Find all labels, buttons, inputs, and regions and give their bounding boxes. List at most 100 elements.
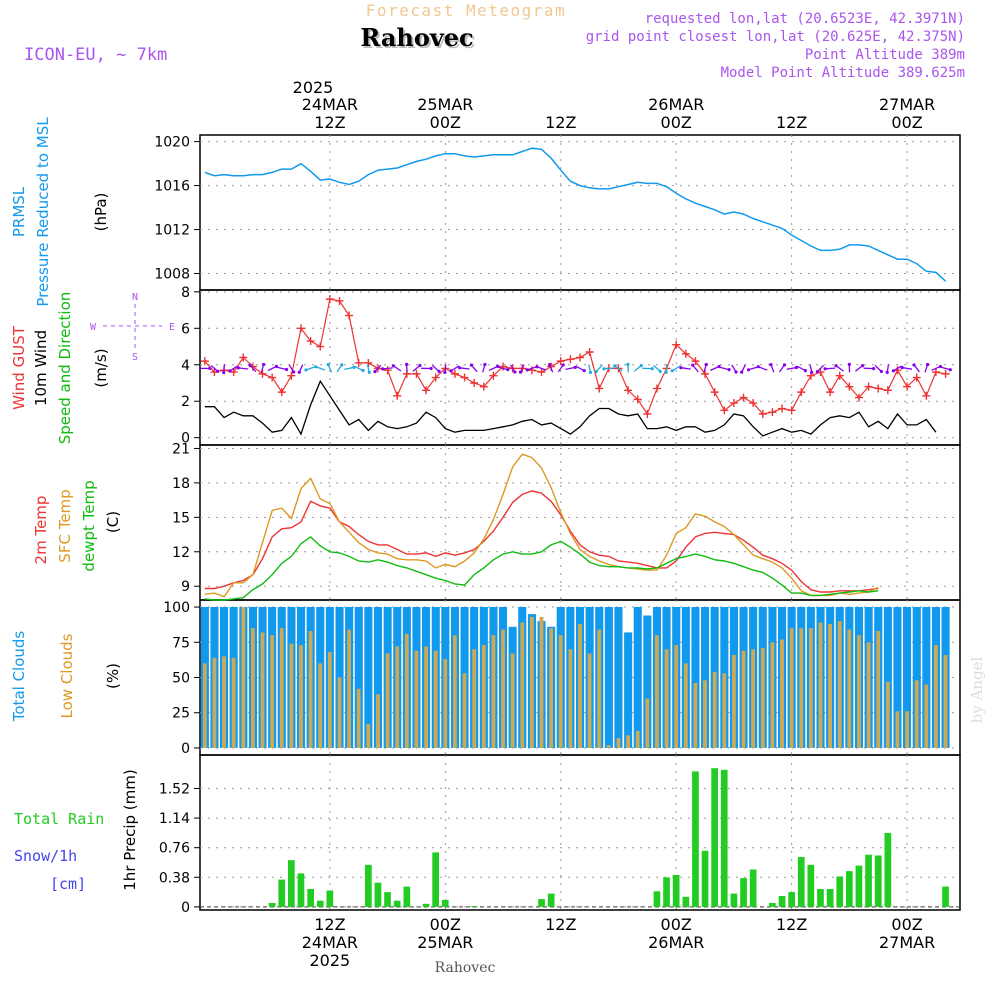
snow-unit: [cm] (50, 875, 86, 893)
total-cloud-bar (903, 607, 912, 748)
wind-direction-arrowhead (208, 366, 212, 370)
low-cloud-bar (674, 645, 679, 748)
wind-direction-arrow (680, 367, 691, 370)
top-hour-label: 00Z (661, 113, 692, 132)
wind-direction-arrow (238, 367, 249, 370)
wind-direction-arrowhead (561, 363, 565, 367)
low-cloud-bar (270, 635, 274, 748)
temperature-ytick-label: 21 (172, 441, 190, 457)
rain-bar (393, 900, 401, 907)
gust-marker (845, 382, 854, 391)
gust-marker (874, 384, 883, 393)
gust-marker (576, 353, 584, 362)
rain-bar (403, 886, 411, 907)
low-cloud-bar (645, 698, 650, 748)
tdew-line (204, 535, 879, 601)
rain-bar (432, 852, 439, 907)
grid-point-coords: grid point closest lon,lat (20.625E, 42.… (586, 29, 965, 45)
low-cloud-bar (914, 680, 919, 748)
total-cloud-bar (922, 607, 931, 748)
bottom-hour-label: 00Z (661, 915, 692, 934)
low-cloud-bar (395, 646, 400, 748)
low-cloud-bar (318, 663, 323, 748)
low-cloud-bar (789, 628, 794, 748)
wind-direction-arrowhead (469, 363, 473, 367)
total-cloud-bar (643, 615, 652, 748)
low-cloud-bar (693, 683, 698, 748)
wind-direction-arrow (536, 366, 547, 371)
bottom-year-label: 2025 (310, 951, 351, 970)
wind-direction-arrowhead (228, 369, 232, 373)
low-cloud-bar (809, 628, 813, 748)
low-cloud-bar (741, 650, 746, 748)
gust-marker (778, 404, 787, 413)
gust-marker (325, 295, 334, 304)
low-cloud-bar (597, 629, 602, 748)
gust-marker (922, 391, 931, 400)
gust-marker (489, 371, 498, 380)
model-label: ICON-EU, ~ 7km (24, 45, 167, 65)
clouds-ytick-label: 100 (163, 600, 190, 616)
gust-marker (393, 391, 402, 400)
gust-marker (431, 373, 440, 382)
top-date-label: 24MAR (302, 95, 358, 114)
pressure-series (204, 147, 947, 282)
gust-marker (460, 373, 469, 382)
low-cloud-bar (366, 724, 371, 748)
wind-unit: (m/s) (92, 348, 110, 387)
prmsl-label: PRMSL (10, 186, 28, 237)
rain-bar (740, 878, 747, 907)
gust-marker (277, 388, 286, 397)
gust-marker (229, 368, 238, 377)
gust-marker (287, 371, 296, 380)
low-cloud-bar (222, 656, 226, 748)
rain-bar (297, 873, 305, 907)
low-cloud-bar (376, 694, 380, 748)
tdew-label: dewpt Temp (80, 480, 98, 571)
gust-marker (268, 373, 277, 382)
rain-bar (884, 832, 892, 907)
top-hour-label: 12Z (314, 113, 345, 132)
rain-bar (278, 879, 286, 907)
low-cloud-bar (683, 663, 688, 748)
wind-direction-arrowhead (670, 369, 674, 373)
low-cloud-bar (472, 649, 477, 748)
wind-direction-arrowhead (222, 370, 226, 374)
gust-marker (595, 384, 604, 393)
low-cloud-bar (424, 646, 428, 748)
wind-10m-label: 10m Wind (32, 330, 50, 406)
low-cloud-bar (635, 731, 640, 748)
rain-bar (672, 874, 680, 907)
temperature-ytick-label: 15 (172, 510, 190, 526)
bottom-date-label: 24MAR (302, 933, 358, 952)
gust-marker (729, 399, 738, 408)
wind-direction-arrowhead (664, 370, 668, 374)
gust-marker (835, 371, 844, 380)
gust-marker (681, 349, 690, 358)
low-cloud-bar (520, 622, 525, 748)
wind-direction-arrowhead (756, 365, 760, 369)
gust-marker (450, 369, 459, 378)
low-cloud-bar (626, 735, 630, 748)
gust-marker (556, 357, 565, 366)
rain-bar (326, 890, 334, 907)
wind-direction-arrowhead (216, 369, 220, 373)
rain-bar (874, 855, 882, 907)
low-cloud-bar (924, 684, 929, 748)
wind-ytick-label: 8 (181, 285, 190, 301)
wind-direction-arrowhead (285, 367, 289, 372)
wind-direction-arrow (825, 367, 836, 370)
precipitation-ytick-label: 0.38 (159, 870, 190, 886)
wind-direction-arrowhead (326, 363, 330, 367)
gust-marker (941, 369, 950, 378)
wind-direction-arrowhead (834, 364, 838, 368)
wind-direction-arrowhead (885, 370, 889, 374)
gust-marker (566, 355, 575, 364)
gust-marker (739, 393, 748, 402)
low-cloud-bar (231, 657, 236, 748)
rain-bar (701, 850, 709, 907)
gust-marker (345, 311, 354, 320)
temperature-series (204, 453, 879, 601)
pressure-line (204, 147, 947, 282)
low-cloud-bar (568, 649, 573, 748)
